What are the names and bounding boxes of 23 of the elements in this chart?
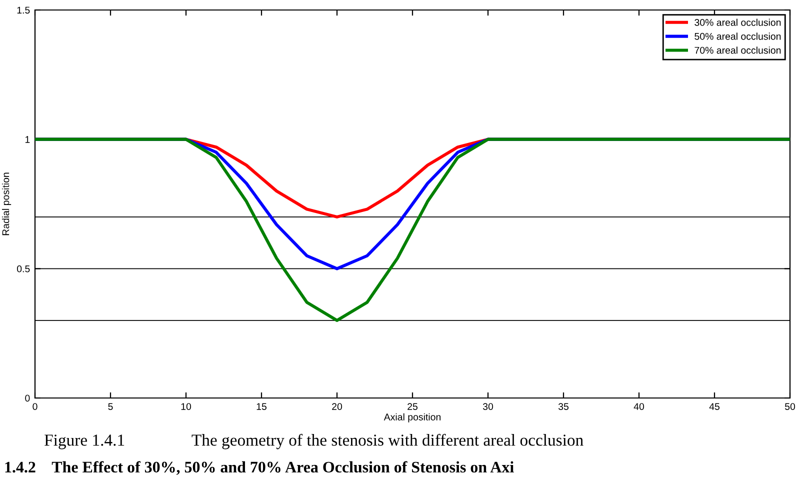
y-tick-label: 1 bbox=[25, 136, 30, 143]
x-tick-label: 5 bbox=[108, 403, 113, 410]
x-tick-label: 20 bbox=[332, 403, 342, 410]
legend-label: 50% areal occlusion bbox=[694, 32, 781, 40]
x-tick-label: 10 bbox=[181, 403, 192, 410]
y-tick-label: 0 bbox=[25, 394, 30, 402]
y-tick-label: 0.5 bbox=[17, 265, 30, 272]
y-axis-title: Radial position bbox=[2, 172, 12, 236]
x-axis-title: Axial position bbox=[384, 413, 441, 422]
x-tick-label: 50 bbox=[784, 403, 796, 410]
x-tick-label: 45 bbox=[709, 403, 720, 410]
x-tick-label: 40 bbox=[634, 403, 644, 410]
line-series bbox=[35, 138, 790, 322]
x-tick-label: 30 bbox=[482, 403, 494, 410]
x-tick-label: 25 bbox=[408, 403, 418, 410]
x-tick-label: 0 bbox=[32, 403, 38, 410]
x-tick-label: 35 bbox=[558, 403, 568, 410]
x-tick-label: 15 bbox=[256, 403, 266, 410]
caption: Figure 1.4.1 The geometry of the stenosis with different areal occlusion bbox=[44, 434, 584, 450]
legend-label: 70% areal occlusion bbox=[694, 46, 781, 54]
y-tick-label: 1.5 bbox=[17, 6, 30, 14]
text: 1.4.2 The Effect of 30%, 50% and 70% Area Occlusion of Stenosis on Axi bbox=[5, 461, 514, 475]
legend-label: 30% areal occlusion bbox=[694, 18, 781, 26]
